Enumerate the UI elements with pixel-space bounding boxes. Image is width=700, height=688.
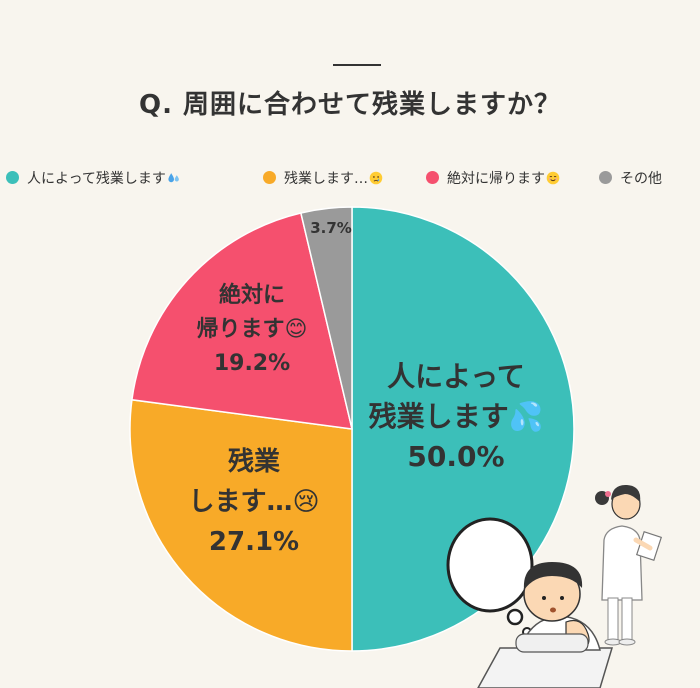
legend-text-3: 絶対に帰ります — [447, 171, 545, 187]
legend-item-3: 絶対に帰ります — [426, 168, 560, 190]
legend-item-2: 残業します… — [263, 168, 383, 190]
thought-bubble-dot — [506, 608, 524, 626]
legend-item-1: 人によって残業します — [6, 168, 181, 190]
legend-item-4: その他 — [599, 168, 662, 190]
slice-text-label-1: 残業します💦 — [369, 398, 544, 433]
legend-dot-1 — [6, 171, 19, 184]
thought-bubble — [446, 517, 534, 613]
desk — [477, 647, 614, 688]
pie-slice-4 — [299, 206, 353, 430]
legend-text-1: 人によって残業します — [27, 171, 166, 187]
legend-text-4: その他 — [620, 171, 662, 187]
chart-title: Q. 周囲に合わせて残業しますか？ — [138, 90, 562, 120]
slice-text-label-3: 絶対に — [219, 282, 285, 308]
legend: 人によって残業します 残業します… 絶対に帰ります その他 — [6, 168, 700, 190]
nurse — [595, 484, 663, 646]
slice-text-label-2: 残業 — [228, 447, 280, 477]
slice-value-label-4: 3.7% — [310, 219, 352, 237]
legend-text-2: 残業します… — [284, 171, 368, 187]
legend-dot-2 — [263, 171, 276, 184]
slice-value-label-3: 19.2% — [214, 351, 290, 376]
slice-text-label-2: します…😢 — [188, 487, 319, 517]
legend-dot-3 — [426, 171, 439, 184]
slice-value-label-2: 27.1% — [209, 527, 299, 557]
sweat-drops-icon — [168, 173, 179, 183]
pie-slices — [129, 206, 575, 652]
legend-dot-4 — [599, 171, 612, 184]
crying-face-icon — [369, 171, 383, 185]
pie-slice-2 — [129, 398, 353, 652]
slice-value-label-1: 50.0% — [407, 440, 504, 473]
pie-slice-3 — [131, 212, 353, 430]
smiling-face-icon — [546, 171, 560, 185]
slice-text-label-3: 帰ります😊 — [197, 317, 308, 342]
title-rule — [333, 64, 381, 66]
illustration — [446, 484, 663, 688]
thinking-man — [515, 562, 601, 653]
slice-labels: 人によって残業します💦 50.0% 残業します…😢 27.1% 絶対に帰ります😊 19.2… — [188, 219, 543, 557]
slice-text-label-1: 人によって — [387, 360, 525, 393]
